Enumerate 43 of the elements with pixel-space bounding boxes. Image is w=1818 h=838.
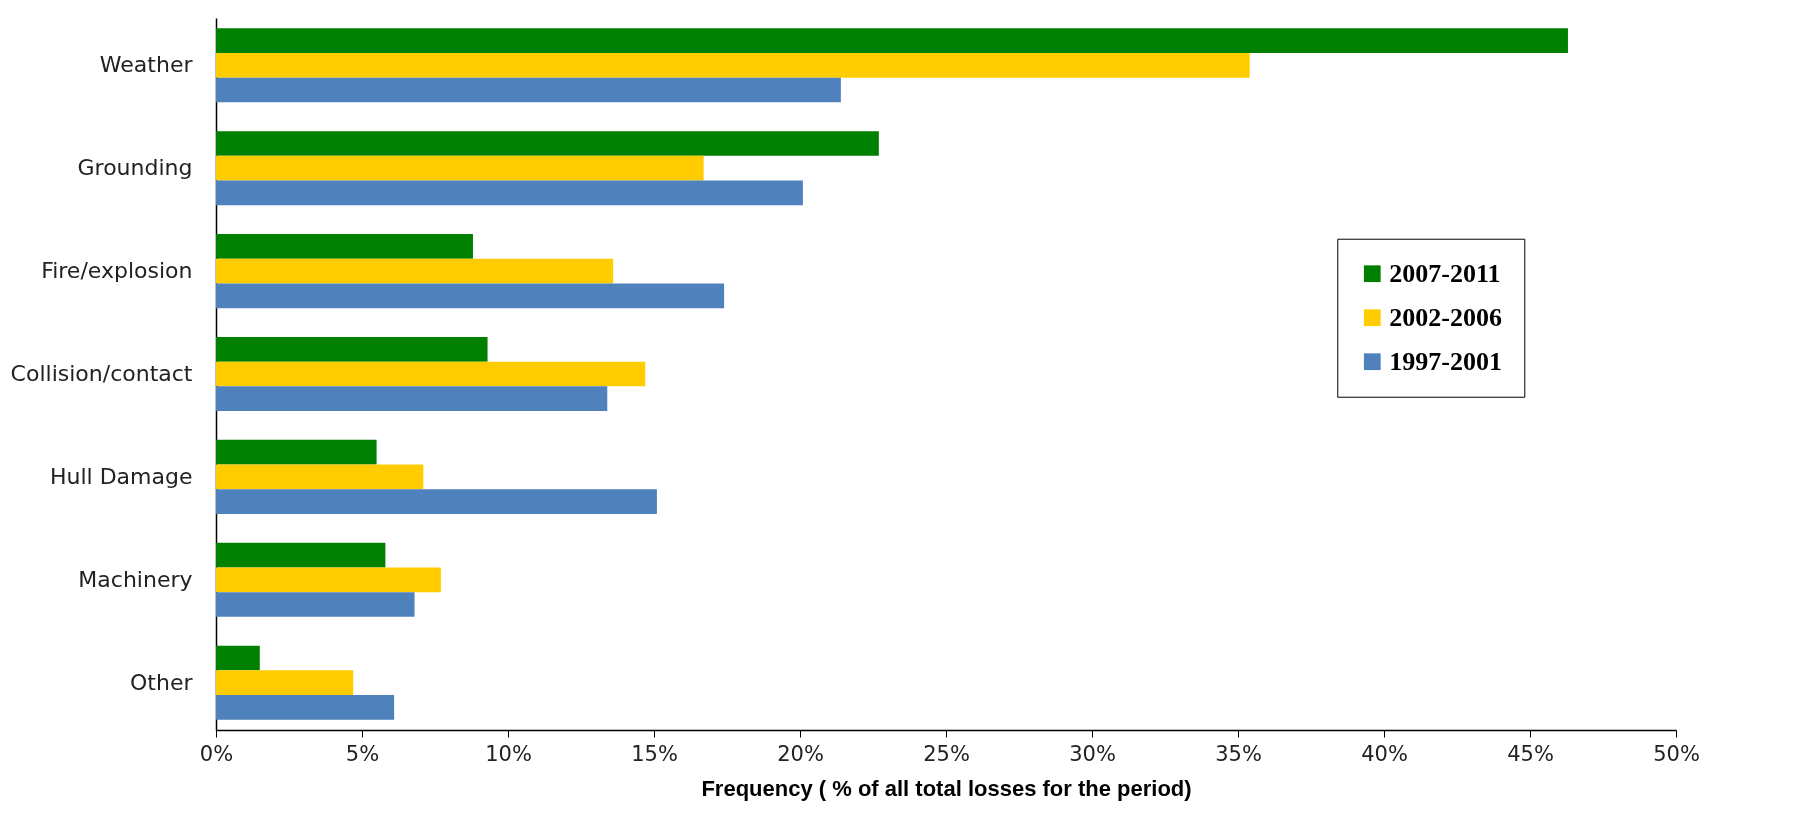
bar xyxy=(216,336,488,362)
x-axis-title: Frequency ( % of all total losses for the period) xyxy=(701,775,1192,801)
y-tick-label: Collision/contact xyxy=(10,361,193,386)
x-tick-label: 10% xyxy=(485,741,532,766)
x-tick-label: 20% xyxy=(777,741,824,766)
y-tick-label: Machinery xyxy=(78,566,193,592)
y-tick-label: Fire/explosion xyxy=(41,258,193,284)
bar xyxy=(216,283,725,309)
x-tick-label: 15% xyxy=(631,741,678,766)
x-tick-label: 5% xyxy=(345,741,380,766)
bar xyxy=(216,645,260,671)
bar xyxy=(216,542,386,568)
bar xyxy=(216,180,803,206)
bar xyxy=(216,52,1250,78)
bar xyxy=(216,258,614,284)
bar xyxy=(216,77,841,103)
bar xyxy=(216,386,608,412)
bar xyxy=(216,439,377,465)
bar xyxy=(216,567,441,593)
x-tick-label: 45% xyxy=(1507,741,1554,766)
bar xyxy=(216,592,415,617)
bar xyxy=(216,155,704,181)
y-tick-label: Grounding xyxy=(77,155,193,181)
y-tick-label: Hull Damage xyxy=(49,463,193,489)
bar xyxy=(216,489,657,514)
y-tick-label: Other xyxy=(130,669,194,695)
bar xyxy=(216,28,1568,53)
x-tick-label: 25% xyxy=(923,741,970,766)
bar xyxy=(216,361,646,387)
x-tick-label: 35% xyxy=(1215,741,1262,766)
legend-label: 2007-2011 xyxy=(1389,258,1501,288)
legend-label: 1997-2001 xyxy=(1389,346,1502,376)
bar xyxy=(216,131,879,156)
legend-label: 2002-2006 xyxy=(1389,302,1502,332)
bar xyxy=(216,695,395,720)
y-tick-label: Weather xyxy=(99,52,194,78)
x-tick-label: 40% xyxy=(1361,741,1408,766)
bar xyxy=(216,234,473,259)
x-tick-label: 30% xyxy=(1069,741,1116,766)
bar xyxy=(216,464,424,490)
x-tick-label: 0% xyxy=(199,741,234,766)
x-tick-label: 50% xyxy=(1653,741,1700,766)
bar xyxy=(216,670,354,696)
